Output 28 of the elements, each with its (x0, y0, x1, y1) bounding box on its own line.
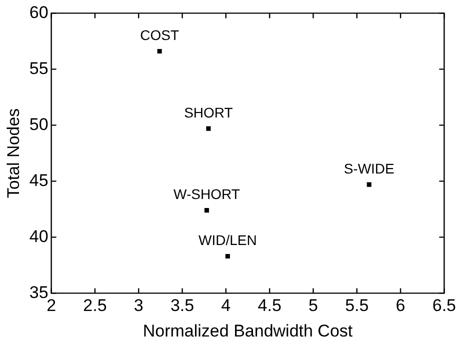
annotation: W-SHORT (174, 186, 240, 202)
annotation: S-WIDE (344, 160, 394, 176)
annotation: SHORT (184, 104, 234, 120)
annotation: WID/LEN (198, 232, 257, 248)
y-tick-label: 45 (29, 170, 48, 190)
point (366, 182, 372, 187)
x-tick-label: 5.5 (345, 296, 369, 316)
x-tick-label: 4 (221, 296, 231, 316)
x-tick-label: 2 (46, 296, 56, 316)
point (157, 49, 162, 54)
x-tick-label: 6.5 (432, 296, 456, 316)
x-tick-label: 2.5 (83, 296, 107, 316)
x-tick-label: 3 (134, 296, 144, 316)
x-tick-label: 6 (396, 296, 406, 316)
point (225, 254, 230, 259)
annotation: COST (140, 27, 180, 44)
y-tick-label: 35 (29, 282, 48, 302)
y-tick-label: 50 (29, 114, 48, 134)
point (206, 126, 211, 131)
x-axis-title: Normalized Bandwidth Cost (142, 321, 353, 340)
x-tick-label: 3.5 (170, 296, 194, 316)
y-tick-label: 60 (29, 2, 48, 22)
point (204, 208, 209, 213)
x-tick-label: 5 (308, 296, 318, 316)
y-tick-label: 55 (29, 58, 48, 78)
x-tick-label: 4.5 (258, 296, 282, 316)
y-tick-label: 40 (29, 226, 48, 246)
y-axis-title: Total Nodes (4, 108, 23, 198)
